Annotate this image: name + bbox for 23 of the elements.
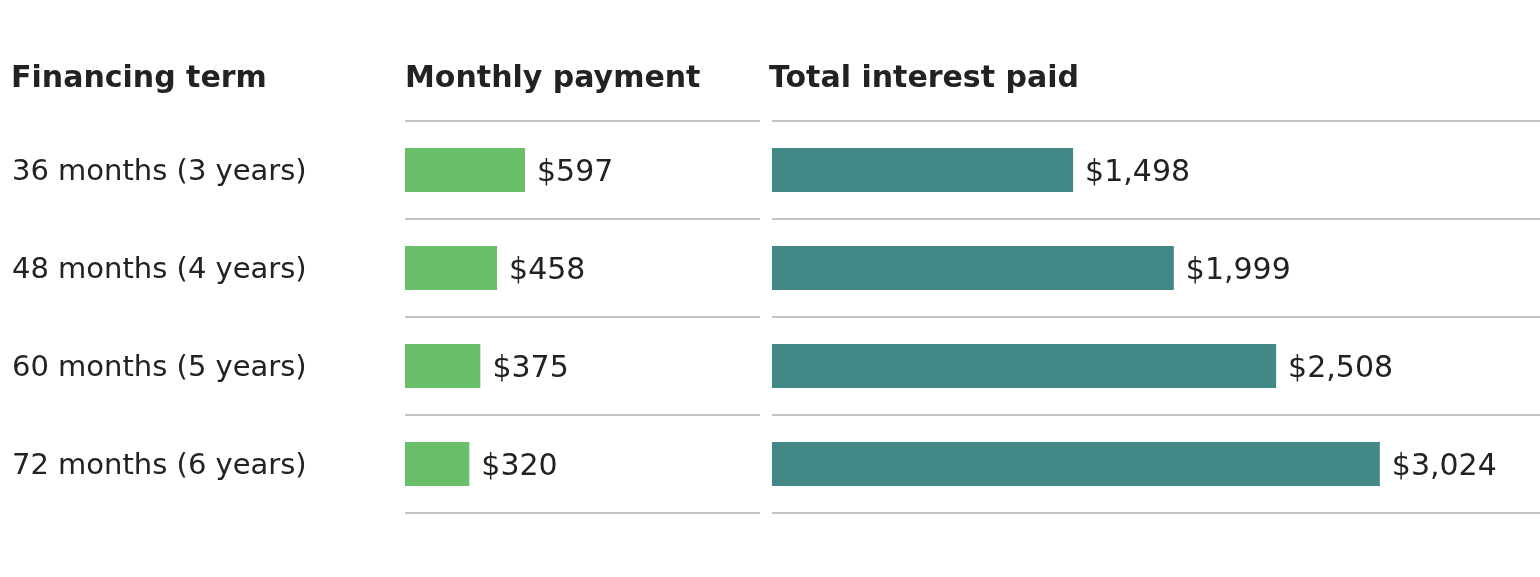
y-tick-label: 36 months (3 years) xyxy=(12,153,307,187)
data-label: $597 xyxy=(537,152,614,188)
data-label: $1,498 xyxy=(1085,152,1191,188)
bar xyxy=(772,344,1277,388)
bar xyxy=(772,148,1074,192)
y-tick-label: 60 months (5 years) xyxy=(12,349,307,383)
data-label: $458 xyxy=(509,250,586,286)
data-label: $1,999 xyxy=(1185,250,1291,286)
bar xyxy=(405,442,470,486)
y-axis-title: Financing term xyxy=(11,58,267,94)
bar xyxy=(405,148,525,192)
bar xyxy=(772,246,1174,290)
bar xyxy=(772,442,1380,486)
y-tick-label: 48 months (4 years) xyxy=(12,251,307,285)
y-tick-label: 72 months (6 years) xyxy=(12,447,307,481)
chart-title: Monthly payment xyxy=(405,58,701,94)
bar xyxy=(405,344,481,388)
chart-title: Total interest paid xyxy=(769,58,1079,94)
data-label: $375 xyxy=(492,348,569,384)
bar xyxy=(405,246,498,290)
data-label: $3,024 xyxy=(1391,446,1497,482)
data-label: $2,508 xyxy=(1288,348,1394,384)
data-label: $320 xyxy=(481,446,558,482)
